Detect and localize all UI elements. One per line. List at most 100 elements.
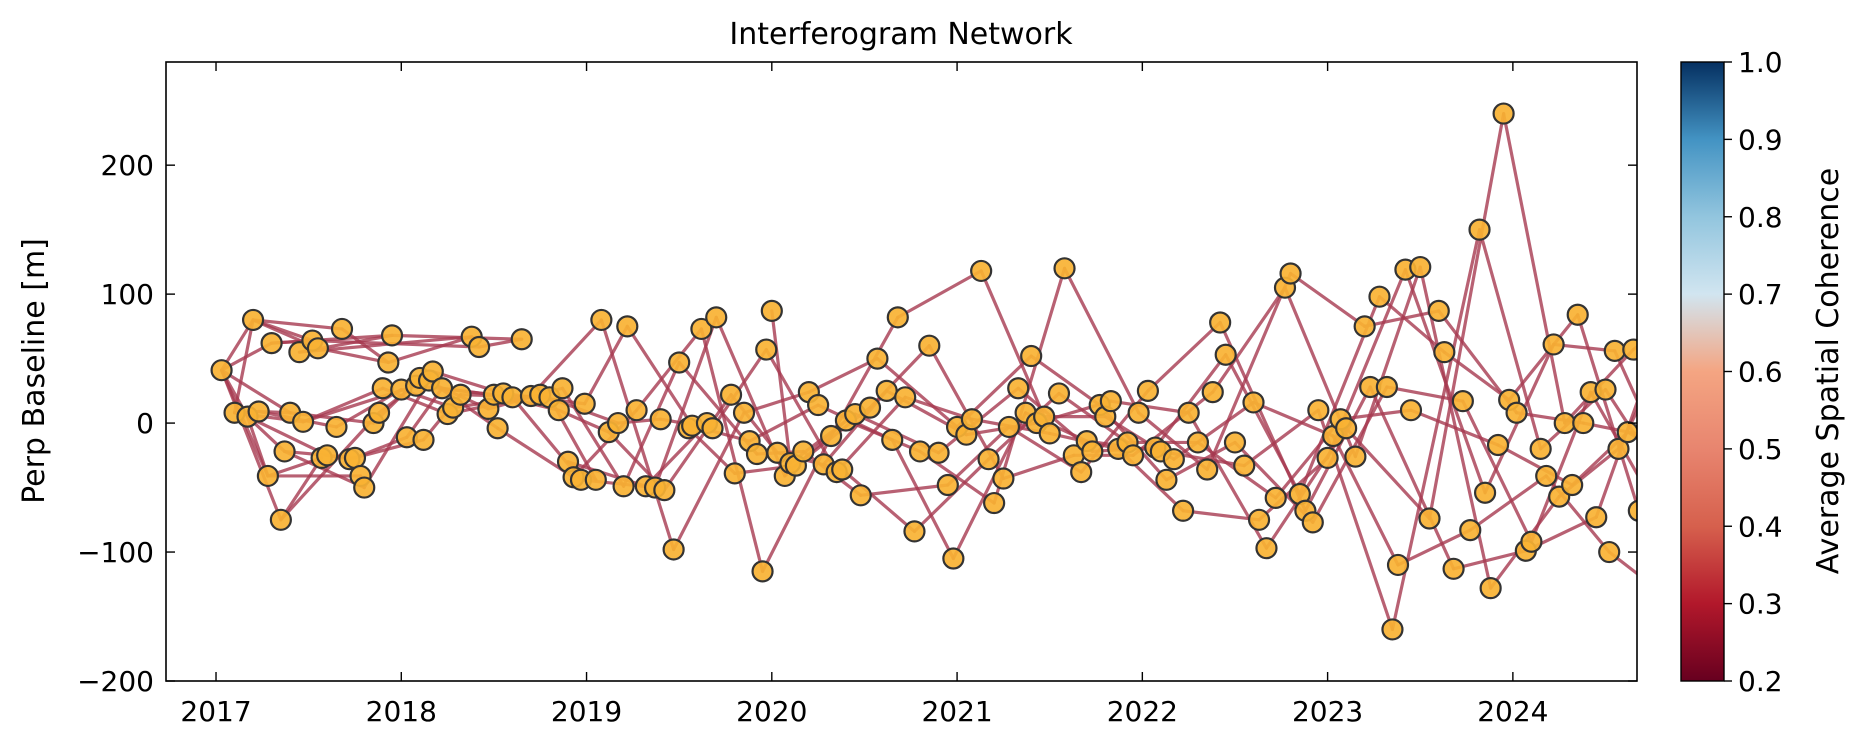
interferogram-edge: [1211, 286, 1287, 394]
acquisition-point: [1335, 417, 1358, 440]
interferogram-edge: [1205, 271, 1293, 472]
acquisition-point: [510, 328, 533, 351]
interferogram-edge: [1344, 426, 1432, 521]
interferogram-edge: [1576, 313, 1637, 511]
acquisition-point: [701, 417, 724, 440]
x-tick-label: 2020: [736, 695, 807, 728]
acquisition-point: [353, 476, 376, 499]
acquisition-point: [377, 351, 400, 374]
acquisition-point: [1427, 299, 1450, 322]
acquisition-point: [1038, 422, 1061, 445]
acquisition-point: [1433, 341, 1456, 364]
acquisition-point: [918, 334, 941, 357]
interferogram-edge: [1153, 353, 1228, 450]
acquisition-point: [1155, 468, 1178, 491]
acquisition-point: [668, 351, 691, 374]
interferogram-edge: [1242, 408, 1320, 468]
x-axis: 2017 2018 2019 2020 2021 2022 2023 2024: [180, 62, 1549, 728]
acquisition-point: [1603, 339, 1626, 362]
y-axis: −200 −100 0 100 200: [77, 149, 1637, 698]
acquisition-point: [1468, 218, 1491, 241]
acquisition-point: [590, 308, 613, 332]
interferogram-edge: [1001, 453, 1076, 481]
acquisition-point: [719, 383, 743, 406]
acquisition-point: [1375, 375, 1398, 399]
acquisition-point: [1492, 102, 1515, 125]
plot-frame: [165, 61, 1638, 682]
y-tick-label: 100: [101, 278, 154, 311]
acquisition-point: [325, 415, 348, 439]
interferogram-edge: [807, 357, 880, 394]
acquisition-point: [819, 424, 843, 448]
acquisition-point: [1172, 499, 1195, 522]
acquisition-point: [612, 475, 635, 498]
acquisition-point: [625, 399, 648, 422]
acquisition-point: [1660, 479, 1680, 499]
interferogram-edge: [251, 318, 344, 331]
interferogram-edge: [1368, 385, 1456, 571]
acquisition-point: [1247, 508, 1271, 531]
interferogram-edge: [770, 309, 792, 465]
interferogram-edge: [840, 467, 917, 534]
interferogram-edge: [1377, 295, 1446, 354]
acquisition-point: [1177, 401, 1200, 424]
acquisition-point: [1529, 437, 1552, 460]
interferogram-edge: [219, 368, 292, 415]
y-tick-label: −100: [77, 536, 154, 569]
colorbar-tick-label: 0.2: [1738, 665, 1783, 698]
acquisition-point: [467, 335, 491, 359]
acquisition-point: [1344, 445, 1367, 468]
acquisition-point: [1368, 285, 1391, 308]
acquisition-point: [421, 360, 444, 383]
interferogram-edge: [1172, 400, 1256, 461]
colorbar-tick-label: 0.3: [1738, 588, 1783, 621]
interferogram-edge: [699, 327, 765, 573]
colorbar-tick-label: 0.6: [1738, 356, 1783, 389]
acquisition-point: [1264, 486, 1287, 509]
acquisition-point: [732, 401, 756, 424]
interferogram-edge: [560, 386, 626, 488]
acquisition-point: [927, 441, 950, 464]
acquisition-point: [306, 337, 330, 360]
acquisition-point: [942, 547, 965, 570]
x-tick-label: 2021: [921, 695, 992, 728]
acquisition-point: [1459, 519, 1482, 542]
colorbar-tick-label: 0.8: [1738, 201, 1783, 234]
acquisition-point: [412, 428, 435, 451]
acquisition-point: [894, 386, 917, 409]
acquisition-point: [1162, 448, 1185, 471]
acquisition-point: [501, 386, 524, 409]
acquisition-point: [745, 442, 769, 466]
acquisition-point: [1201, 381, 1224, 404]
acquisition-point: [1196, 458, 1219, 481]
acquisition-point: [1353, 315, 1376, 338]
interferogram-edge: [245, 415, 329, 457]
acquisition-point: [908, 440, 932, 463]
interferogram-edge: [1303, 385, 1372, 513]
colorbar-tick-label: 0.5: [1738, 433, 1783, 466]
acquisition-point: [1255, 537, 1278, 560]
acquisition-point: [1233, 454, 1256, 477]
y-tick-label: 200: [101, 149, 154, 182]
interferogram-edge: [1062, 266, 1141, 415]
acquisition-point: [1442, 557, 1465, 580]
acquisition-point: [858, 396, 882, 419]
acquisition-point: [936, 473, 959, 497]
interferogram-edge: [219, 368, 283, 522]
acquisition-point: [1561, 473, 1584, 497]
acquisition-point: [606, 411, 630, 435]
interferogram-edge: [599, 318, 676, 552]
interferogram-edge: [634, 327, 704, 412]
acquisition-point: [551, 377, 574, 400]
acquisition-point: [1279, 262, 1302, 285]
acquisition-point: [970, 259, 993, 283]
interferogram-edge: [1137, 411, 1209, 472]
acquisition-point: [1520, 530, 1543, 553]
interferogram-edge: [875, 357, 959, 429]
acquisition-point: [210, 359, 233, 382]
acquisition-point: [1242, 391, 1265, 414]
acquisition-point: [291, 410, 315, 433]
interferogram-edge: [1251, 400, 1335, 438]
acquisition-point: [1047, 382, 1071, 405]
